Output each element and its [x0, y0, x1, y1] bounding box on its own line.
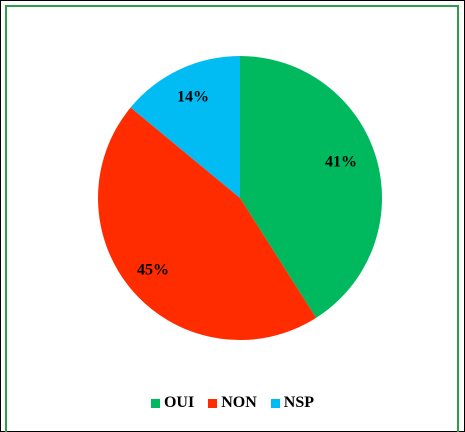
chart-frame	[5, 5, 459, 432]
legend-entry-non: NON	[208, 394, 257, 412]
legend-swatch-nsp	[270, 398, 280, 408]
pie-slice-nsp	[130, 56, 240, 198]
legend-label-nsp: NSP	[283, 394, 315, 411]
pie-slices	[98, 56, 382, 340]
pie-labels: 41% 45% 14%	[137, 89, 357, 279]
slice-label-non: 45%	[137, 262, 169, 279]
slice-label-oui: 41%	[325, 154, 357, 171]
slice-label-nsp: 14%	[177, 89, 209, 106]
pie-slice-non	[98, 107, 317, 340]
pie-slice-oui	[240, 56, 382, 318]
legend-label-oui: OUI	[163, 394, 195, 411]
legend-entry-nsp: NSP	[270, 394, 315, 412]
legend-entry-oui: OUI	[150, 394, 195, 412]
legend-label-non: NON	[221, 394, 257, 411]
legend-swatch-oui	[150, 398, 160, 408]
legend-swatch-non	[208, 398, 218, 408]
chart-legend: OUI NON NSP	[0, 394, 465, 412]
